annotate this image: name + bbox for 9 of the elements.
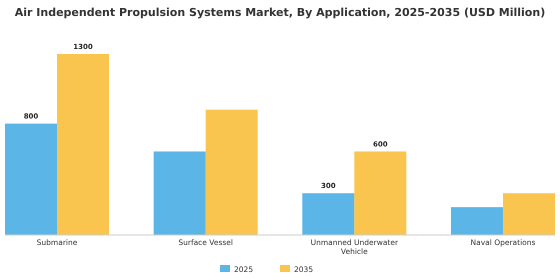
bar — [154, 151, 206, 235]
bar — [450, 207, 503, 235]
bar — [354, 151, 406, 235]
bar — [302, 193, 354, 235]
bar — [5, 124, 58, 235]
bar — [206, 110, 258, 235]
bar — [502, 193, 555, 235]
chart-title: Air Independent Propulsion Systems Market, By Application, 2025-2035 (USD Million) — [14, 6, 546, 19]
bar — [57, 54, 110, 235]
